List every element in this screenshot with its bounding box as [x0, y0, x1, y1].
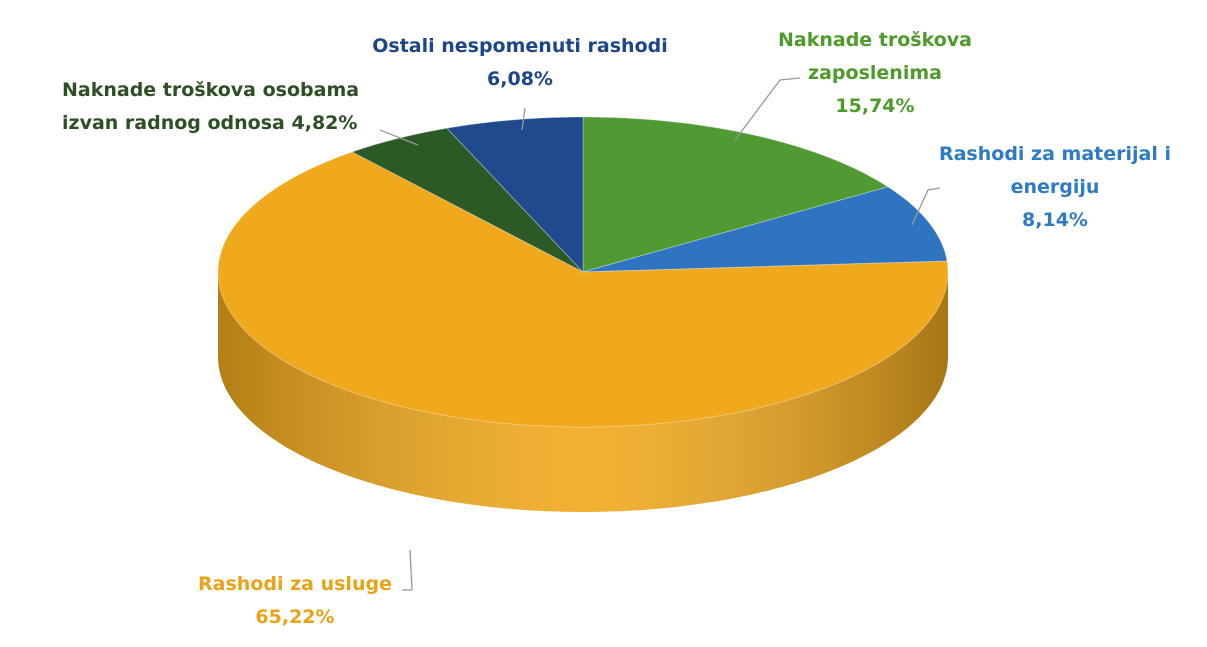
value-label: 6,08%: [487, 68, 553, 90]
slice-side-shade: [218, 272, 948, 512]
category-label: Naknade troškova zaposlenima: [777, 29, 972, 84]
category-label: Naknade troškova osobama izvan radnog od…: [62, 79, 360, 134]
leader-line: [521, 107, 526, 131]
leader-line: [402, 549, 413, 591]
label: Rashodi za usluge 65,22%: [170, 568, 420, 634]
value-label: 15,74%: [835, 95, 915, 117]
category-label: Ostali nespomenuti rashodi: [372, 35, 668, 57]
value-label: 65,22%: [255, 606, 335, 628]
label: Naknade troškova zaposlenima 15,74%: [770, 24, 980, 123]
label: Rashodi za materijal i energiju 8,14%: [925, 138, 1185, 237]
pie-sides: [218, 272, 948, 512]
label: Naknade troškova osobama izvan radnog od…: [62, 74, 387, 140]
category-label: Rashodi za usluge: [198, 573, 392, 595]
category-label: Rashodi za materijal i energiju: [938, 143, 1171, 198]
label: Ostali nespomenuti rashodi 6,08%: [340, 30, 700, 96]
value-label: 4,82%: [291, 112, 358, 134]
slice: [217, 151, 949, 428]
slice: [582, 116, 890, 273]
leader-line: [911, 187, 941, 226]
value-label: 8,14%: [1022, 209, 1088, 231]
slice: [445, 116, 584, 274]
leader-line: [379, 129, 419, 146]
leader-line: [734, 77, 801, 141]
slice: [350, 127, 584, 273]
leader-lines: [379, 77, 941, 591]
slice: [582, 186, 948, 273]
pie-tops: [217, 116, 949, 428]
